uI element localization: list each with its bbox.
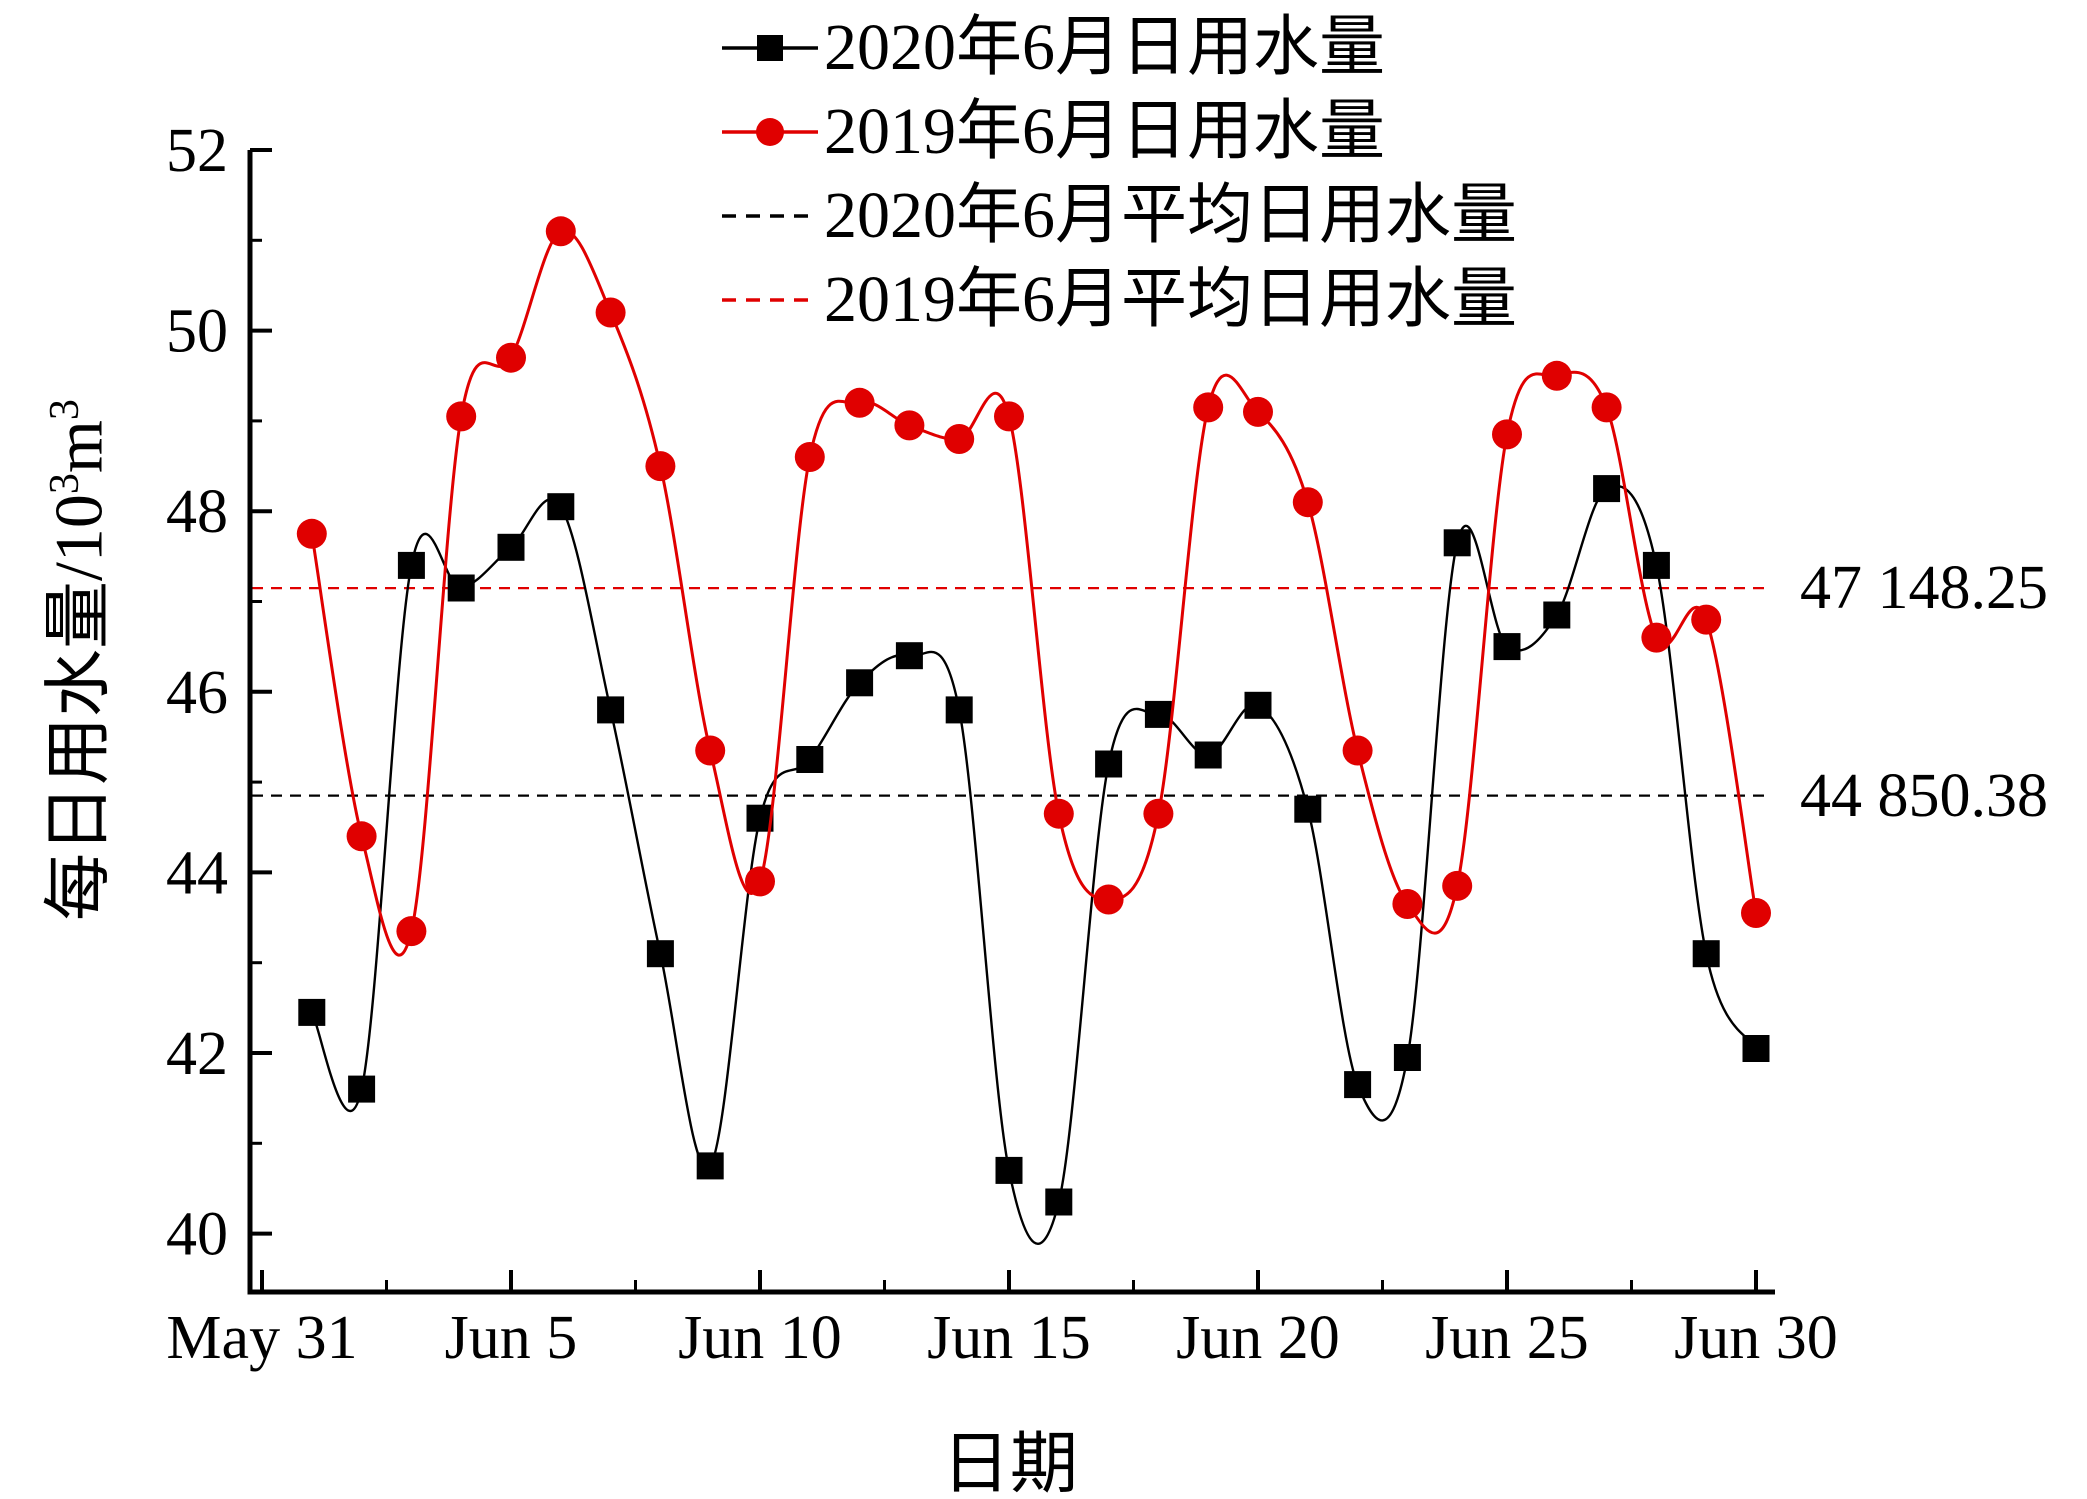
y-axis-label: 每日用水量/103m3 — [23, 399, 122, 921]
series-2019-marker — [1043, 798, 1074, 829]
y-tick-label: 48 — [166, 478, 228, 546]
series-2020-marker — [796, 746, 824, 773]
series-2020-marker — [1244, 691, 1272, 719]
legend-item-2019-avg: 2019年6月平均日用水量 — [722, 258, 1517, 342]
series-2019-marker — [346, 821, 377, 852]
series-2020-marker — [895, 642, 923, 670]
series-2020-marker — [397, 551, 425, 579]
series-2019-marker — [994, 401, 1024, 432]
series-2020-marker — [945, 696, 973, 724]
series-2019-marker — [1541, 360, 1572, 391]
series-2019-marker — [1641, 622, 1672, 653]
series-2019-marker — [844, 387, 875, 418]
series-2020-marker — [1194, 741, 1222, 769]
legend-item-2020-daily: 2020年6月日用水量 — [722, 6, 1517, 90]
legend-item-2019-daily-label: 2019年6月日用水量 — [824, 95, 1385, 168]
series-2019-marker — [794, 442, 825, 472]
series-2019-marker — [1193, 392, 1224, 423]
series-2020-marker — [1344, 1071, 1372, 1099]
series-2019-marker — [1691, 604, 1722, 635]
series-2020-marker — [547, 493, 575, 521]
series-2019-marker — [944, 424, 975, 454]
y-tick-label: 44 — [166, 839, 228, 907]
series-2019-marker — [1442, 870, 1473, 901]
series-2019-marker — [1342, 735, 1373, 766]
series-2020-marker — [1642, 551, 1670, 579]
series-2019-marker — [645, 451, 676, 482]
series-2020-marker — [1443, 529, 1471, 557]
series-2019-marker — [1741, 898, 1771, 928]
legend-item-2020-avg-label: 2020年6月平均日用水量 — [824, 179, 1517, 252]
series-2020-marker — [447, 574, 475, 602]
series-2019-marker — [695, 735, 726, 766]
x-tick-label: Jun 20 — [1176, 1304, 1340, 1372]
y-tick-label: 50 — [166, 298, 228, 366]
series-2020-marker — [696, 1152, 724, 1180]
series-2020-marker — [597, 696, 625, 724]
legend-item-2019-daily-key-icon — [722, 118, 818, 146]
axes-frame — [247, 150, 1775, 1295]
series-2019-marker — [1591, 392, 1622, 423]
series-2019-marker — [1143, 798, 1174, 829]
x-tick-label: Jun 30 — [1674, 1304, 1838, 1372]
x-axis-label: 日期 — [941, 1426, 1078, 1499]
y-tick-label: 46 — [166, 659, 228, 727]
series-2019-marker — [595, 297, 626, 328]
x-tick-label: Jun 5 — [445, 1304, 578, 1372]
y-tick-label: 42 — [166, 1020, 228, 1088]
series-2020-marker — [1095, 750, 1123, 778]
series-2019-marker — [296, 518, 327, 549]
series-2020-marker — [995, 1156, 1023, 1184]
series-2019-marker — [496, 342, 526, 373]
y-axis-label-mid: m — [40, 420, 117, 473]
legend-item-2019-daily: 2019年6月日用水量 — [722, 90, 1517, 174]
series-2019-marker — [446, 401, 477, 432]
series-2020-marker — [846, 669, 874, 697]
x-tick-label: Jun 15 — [927, 1304, 1091, 1372]
legend-item-2020-avg-key-icon — [722, 214, 818, 218]
legend: 2020年6月日用水量 2019年6月日用水量 2020年6月平均日用水量 2019年… — [722, 6, 1517, 342]
series-2020-marker — [1593, 475, 1621, 503]
legend-item-2019-avg-label: 2019年6月平均日用水量 — [824, 263, 1517, 336]
avg-annotation-2019: 47 148.25 — [1800, 554, 2048, 622]
series-2020-marker — [1144, 700, 1172, 728]
series-2020-marker — [1045, 1188, 1073, 1216]
x-tick-label: Jun 25 — [1425, 1304, 1589, 1372]
series-2020-marker — [497, 533, 525, 561]
legend-item-2019-avg-key-icon — [722, 298, 818, 302]
series-2020-marker — [348, 1075, 376, 1103]
series-2019-marker — [1243, 396, 1273, 427]
series-2020-marker — [298, 998, 326, 1026]
series-2020-marker — [1692, 940, 1720, 968]
series-2019-marker — [745, 866, 775, 897]
legend-item-2020-avg: 2020年6月平均日用水量 — [722, 174, 1517, 258]
series-2020-line — [310, 484, 1758, 1245]
y-axis-label-sup2: 3 — [40, 399, 88, 421]
series-2020-marker — [1493, 633, 1521, 661]
legend-item-2020-daily-label: 2020年6月日用水量 — [824, 11, 1385, 84]
series-2019-marker — [1093, 884, 1124, 915]
series-2019-marker — [894, 410, 925, 441]
series-2019-marker — [545, 216, 576, 247]
y-axis-label-prefix: 每日用水量/10 — [40, 494, 117, 921]
series-2019-marker — [1392, 889, 1423, 919]
x-tick-label: Jun 10 — [678, 1304, 842, 1372]
avg-annotation-2020: 44 850.38 — [1800, 762, 2048, 830]
y-axis-label-sup1: 3 — [40, 473, 88, 495]
series-2020-marker — [1294, 795, 1322, 823]
y-tick-label: 52 — [166, 117, 228, 185]
series-2019-marker — [1492, 419, 1522, 450]
series-2019-marker — [396, 916, 427, 947]
x-tick-label: May 31 — [166, 1304, 357, 1372]
series-2020-marker — [1543, 601, 1571, 629]
series-2020-marker — [1742, 1035, 1770, 1062]
legend-item-2020-daily-key-icon — [722, 35, 818, 61]
series-2019-marker — [1292, 487, 1323, 518]
series-2020-marker — [1393, 1044, 1421, 1071]
series-2020-marker — [646, 940, 674, 968]
y-tick-label: 40 — [166, 1201, 228, 1269]
